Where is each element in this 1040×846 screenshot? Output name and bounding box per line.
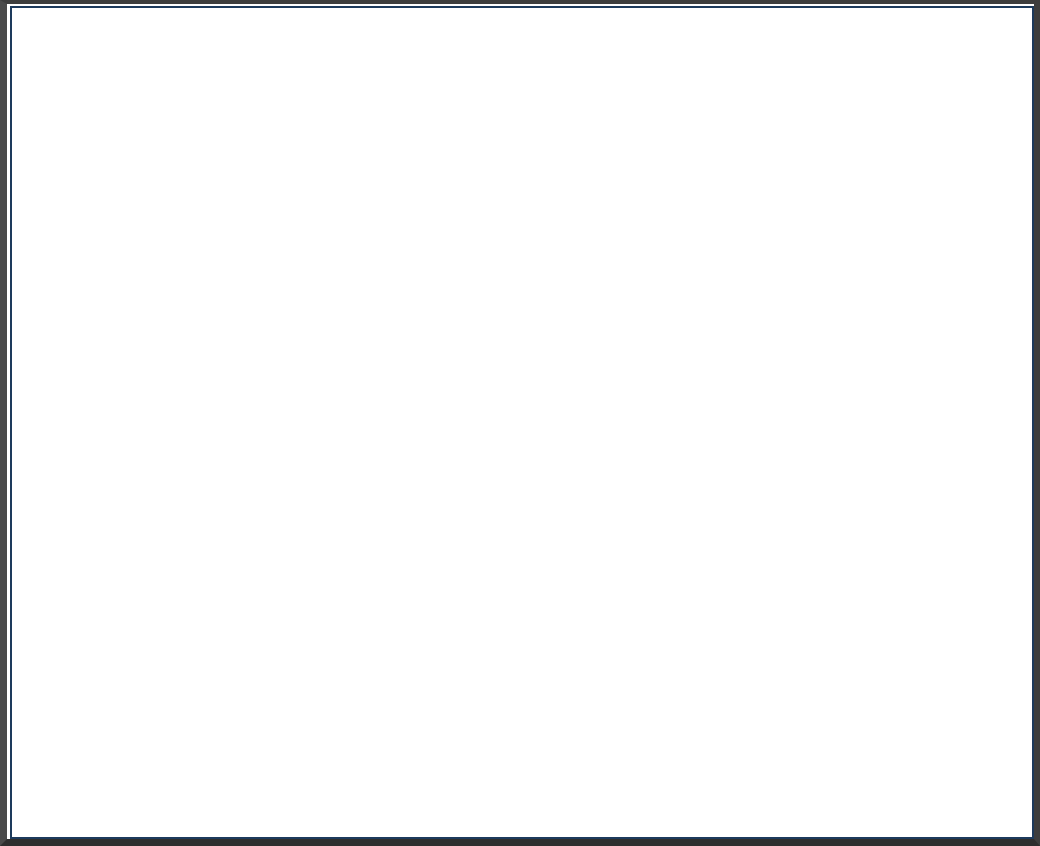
inner-frame (10, 6, 1034, 839)
